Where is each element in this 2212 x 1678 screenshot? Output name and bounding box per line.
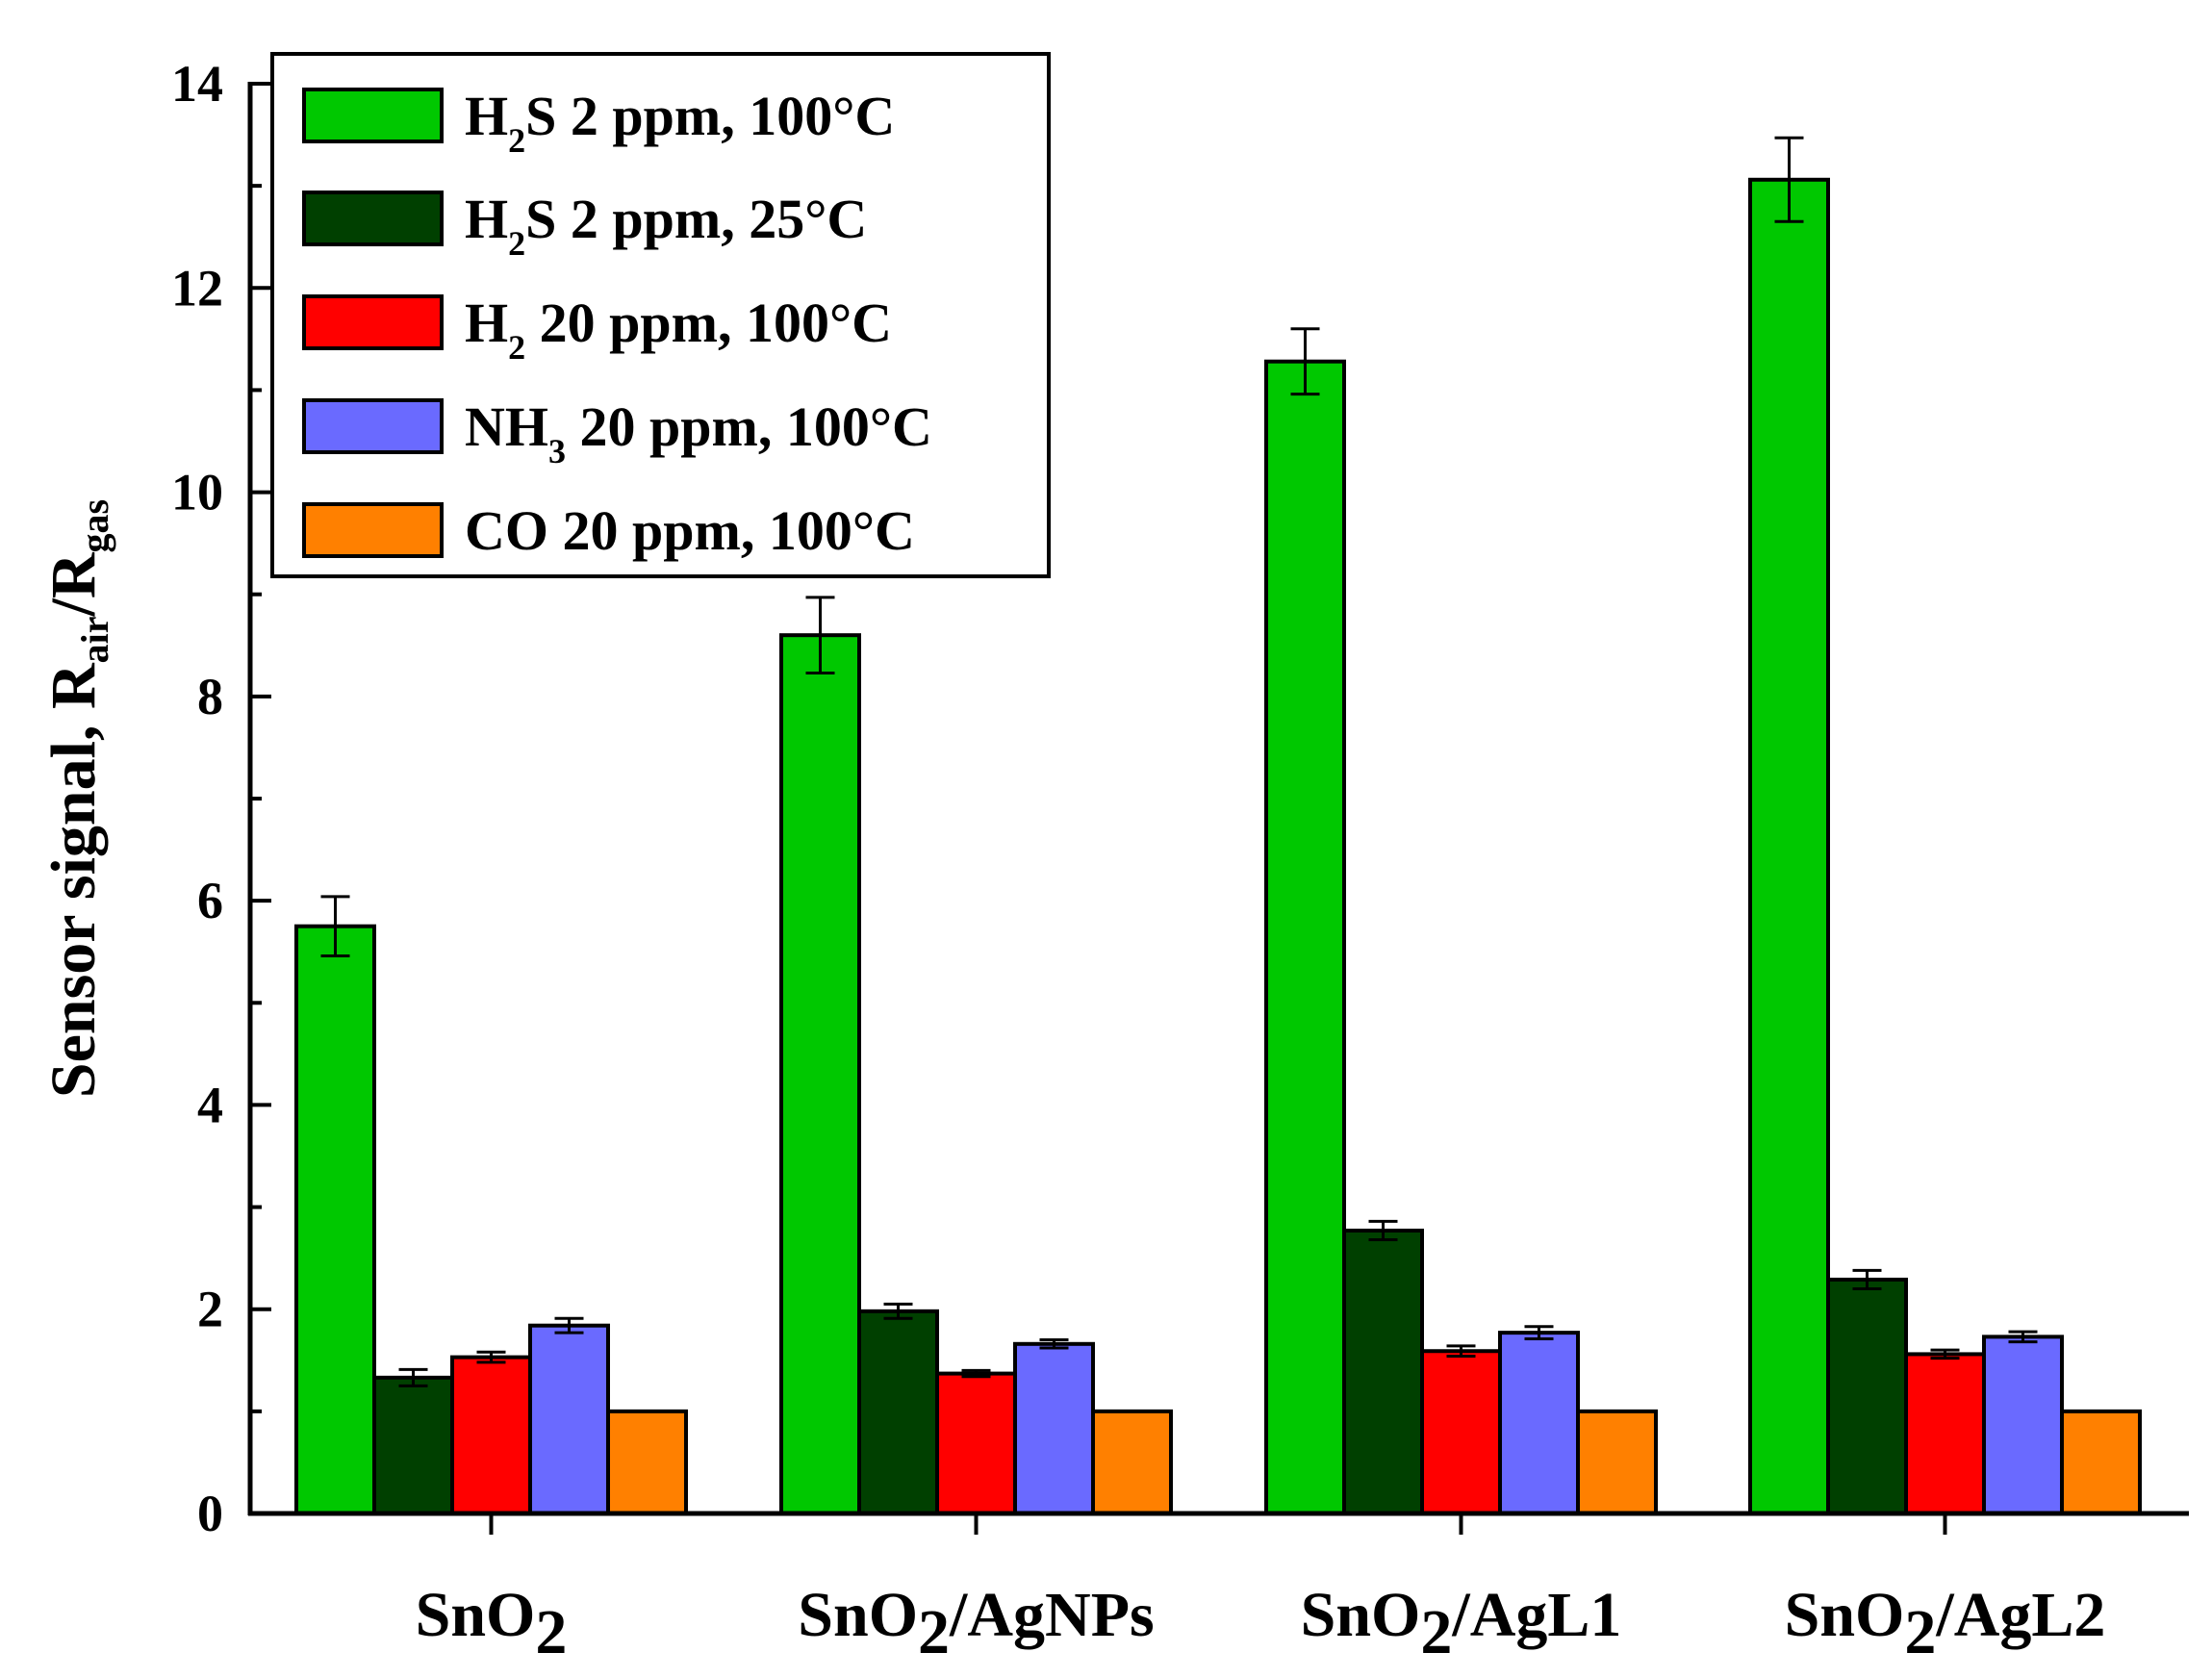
y-axis-label: Sensor signal, Rair/Rgas — [38, 499, 116, 1098]
bar-2-2 — [857, 1309, 939, 1516]
bar-4-3 — [1498, 1331, 1580, 1516]
bar-2-4 — [1826, 1277, 1908, 1515]
category-label-subscript: 2 — [918, 1597, 950, 1667]
bar-5-3 — [1576, 1409, 1658, 1516]
legend-label-subscript: 2 — [508, 328, 525, 367]
bar-4-4 — [1982, 1335, 2064, 1515]
category-label-text: SnO — [416, 1580, 536, 1650]
x-ticks: SnO2 SnO2/AgNPs SnO2/AgL1 SnO2/AgL2 — [416, 1513, 2106, 1667]
x-category-label-2: SnO2/AgNPs — [798, 1580, 1154, 1667]
x-category-label-4: SnO2/AgL2 — [1785, 1580, 2106, 1667]
bar-2-3 — [1342, 1228, 1424, 1515]
y-label-separator: /R — [38, 551, 109, 617]
category-label-subscript: 2 — [1904, 1597, 1936, 1667]
legend-label-suffix: 20 ppm, 100°C — [525, 292, 892, 354]
legend-swatch-1 — [302, 88, 444, 143]
category-label-suffix: /AgL1 — [1451, 1580, 1621, 1650]
x-category-label-1: SnO2 — [416, 1580, 568, 1667]
x-category-label-3: SnO2/AgL1 — [1301, 1580, 1622, 1667]
legend-swatch-3 — [302, 294, 444, 350]
legend-label-text: NH — [465, 395, 548, 458]
y-axis-label-group: Sensor signal, Rair/Rgas — [38, 499, 116, 1098]
category-label-suffix: /AgL2 — [1935, 1580, 2105, 1650]
legend-swatch-4 — [302, 398, 444, 454]
bar-1-1 — [294, 924, 376, 1515]
bar-5-2 — [1091, 1409, 1173, 1516]
category-label-text: SnO — [1785, 1580, 1905, 1650]
category-label-suffix: /AgNPs — [949, 1580, 1155, 1650]
bar-3-2 — [935, 1371, 1017, 1515]
y-ticks: 0 2 4 6 8 10 12 14 — [171, 55, 271, 1542]
bar-3-3 — [1420, 1349, 1502, 1516]
y-label-subscript-gas: gas — [73, 499, 116, 553]
bar-4-1 — [528, 1323, 610, 1515]
bar-3-1 — [450, 1355, 532, 1516]
bar-5-1 — [606, 1409, 688, 1516]
y-tick-label-6: 6 — [197, 872, 223, 929]
legend-label-suffix: S 2 ppm, 25°C — [525, 188, 867, 250]
bar-1-4 — [1748, 177, 1830, 1515]
bar-2-1 — [372, 1375, 454, 1515]
y-label-main: Sensor signal, R — [38, 662, 109, 1098]
bars-layer — [294, 136, 2142, 1516]
legend-label-1: H2S 2 ppm, 100°C — [465, 85, 895, 160]
legend-label-5: CO 20 ppm, 100°C — [465, 499, 915, 562]
bar-3-4 — [1904, 1352, 1986, 1515]
y-tick-label-0: 0 — [197, 1485, 223, 1542]
bar-4-2 — [1013, 1341, 1095, 1515]
legend-label-subscript: 3 — [548, 432, 566, 470]
legend-label-text: CO 20 ppm, 100°C — [465, 499, 915, 562]
y-tick-label-12: 12 — [171, 259, 223, 317]
y-tick-label-4: 4 — [197, 1076, 223, 1133]
y-tick-label-10: 10 — [171, 464, 223, 521]
legend-label-text: H — [465, 292, 508, 354]
legend-swatch-5 — [302, 502, 444, 558]
bar-1-2 — [779, 633, 861, 1515]
category-label-text: SnO — [798, 1580, 918, 1650]
legend-label-subscript: 2 — [508, 121, 525, 160]
y-label-subscript-air: air — [73, 616, 116, 663]
bar-5-4 — [2060, 1409, 2142, 1516]
y-tick-label-8: 8 — [197, 668, 223, 725]
bar-1-3 — [1264, 359, 1346, 1515]
category-label-text: SnO — [1301, 1580, 1421, 1650]
category-label-subscript: 2 — [1420, 1597, 1452, 1667]
legend-label-subscript: 2 — [508, 224, 525, 263]
legend-label-suffix: 20 ppm, 100°C — [566, 395, 932, 458]
legend-label-suffix: S 2 ppm, 100°C — [525, 85, 895, 147]
legend-label-text: H — [465, 188, 508, 250]
y-tick-label-14: 14 — [171, 55, 223, 113]
y-tick-label-2: 2 — [197, 1281, 223, 1338]
legend-label-3: H2 20 ppm, 100°C — [465, 292, 892, 367]
legend-swatch-2 — [302, 191, 444, 246]
legend-label-text: H — [465, 85, 508, 147]
legend-label-4: NH3 20 ppm, 100°C — [465, 395, 932, 470]
category-label-subscript: 2 — [535, 1597, 567, 1667]
legend-label-2: H2S 2 ppm, 25°C — [465, 188, 867, 263]
